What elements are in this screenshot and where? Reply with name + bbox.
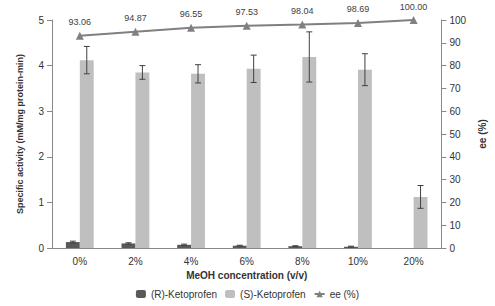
svg-text:5: 5 — [38, 15, 44, 26]
svg-text:90: 90 — [449, 37, 461, 48]
svg-text:93.06: 93.06 — [69, 17, 92, 27]
svg-text:1: 1 — [38, 197, 44, 208]
svg-text:3: 3 — [38, 106, 44, 117]
svg-text:4: 4 — [38, 60, 44, 71]
svg-text:10: 10 — [449, 220, 461, 231]
svg-text:70: 70 — [449, 83, 461, 94]
svg-text:10%: 10% — [348, 256, 368, 267]
svg-text:98.04: 98.04 — [291, 6, 314, 16]
svg-text:40: 40 — [449, 151, 461, 162]
svg-text:20: 20 — [449, 197, 461, 208]
svg-text:2%: 2% — [128, 256, 143, 267]
svg-text:80: 80 — [449, 60, 461, 71]
svg-text:0%: 0% — [73, 256, 88, 267]
svg-text:(R)-Ketoprofen: (R)-Ketoprofen — [151, 289, 217, 300]
svg-text:2: 2 — [38, 151, 44, 162]
svg-text:8%: 8% — [295, 256, 310, 267]
svg-text:0: 0 — [449, 243, 455, 254]
svg-text:96.55: 96.55 — [180, 9, 203, 19]
svg-text:(S)-Ketoprofen: (S)-Ketoprofen — [240, 289, 306, 300]
svg-text:97.53: 97.53 — [235, 7, 258, 17]
svg-text:0: 0 — [38, 243, 44, 254]
svg-text:6%: 6% — [239, 256, 254, 267]
svg-text:50: 50 — [449, 129, 461, 140]
svg-text:ee (%): ee (%) — [477, 119, 488, 148]
svg-text:100.00: 100.00 — [400, 2, 428, 12]
svg-text:60: 60 — [449, 106, 461, 117]
svg-text:98.69: 98.69 — [347, 4, 370, 14]
svg-text:MeOH concentration (v/v): MeOH concentration (v/v) — [186, 270, 307, 281]
svg-text:ee (%): ee (%) — [330, 289, 359, 300]
svg-text:30: 30 — [449, 174, 461, 185]
svg-text:Specific activity (mM/mg prote: Specific activity (mM/mg protein-min) — [15, 54, 25, 214]
svg-text:100: 100 — [449, 15, 466, 26]
svg-text:20%: 20% — [404, 256, 424, 267]
svg-text:4%: 4% — [184, 256, 199, 267]
svg-text:94.87: 94.87 — [124, 13, 147, 23]
